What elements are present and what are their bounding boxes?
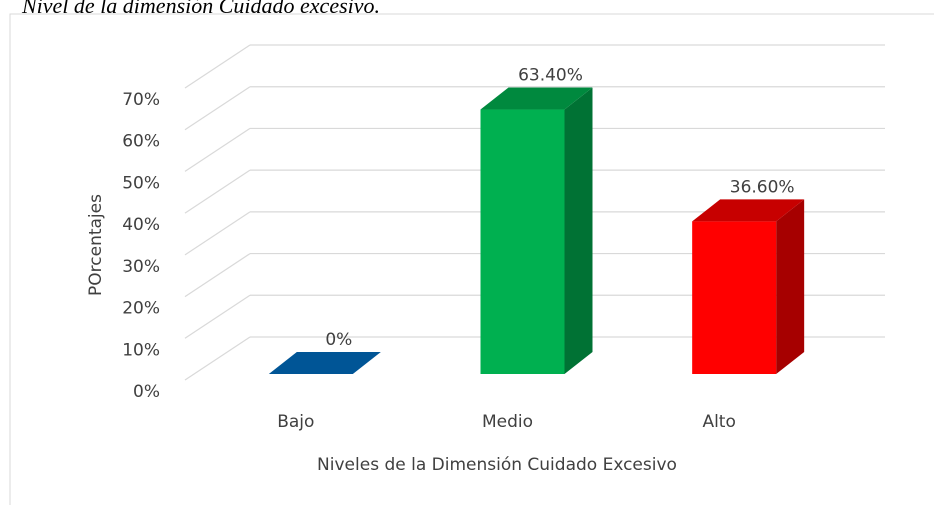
grid-diagonal [184,86,251,131]
bar-side [564,87,593,374]
bar [692,221,777,374]
data-label: 36.60% [730,177,795,197]
y-tick-label: 0% [133,382,160,402]
bar-top [692,199,805,222]
x-axis-label: Niveles de la Dimensión Cuidado Excesivo [317,455,677,475]
y-tick-label: 70% [122,90,160,110]
chart-border [9,13,934,505]
grid-diagonal [184,294,251,339]
y-tick-label: 30% [122,257,160,277]
y-axis-label: POrcentajes [86,194,106,296]
chart-title: Nivel de la dimensión Cuidado excesivo. [21,0,380,18]
y-tick-label: 50% [122,173,160,193]
x-tick-label: Alto [702,412,735,432]
bar-top [268,352,381,374]
data-label: 0% [325,330,352,350]
grid-diagonal [184,169,251,214]
bar-top [480,87,593,110]
grid-diagonal [184,44,251,89]
grid-diagonal [184,127,251,172]
x-tick-label: Bajo [277,412,314,432]
grid-diagonal [184,211,251,256]
bar-side [776,199,805,374]
data-label: 63.40% [518,66,583,86]
y-tick-label: 20% [122,299,160,319]
y-tick-label: 60% [122,132,160,152]
grid-diagonal [184,336,251,381]
x-tick-label: Medio [482,412,533,432]
y-tick-label: 40% [122,215,160,235]
y-tick-label: 10% [122,340,160,360]
grid-diagonal [184,253,251,298]
bar [480,109,565,374]
